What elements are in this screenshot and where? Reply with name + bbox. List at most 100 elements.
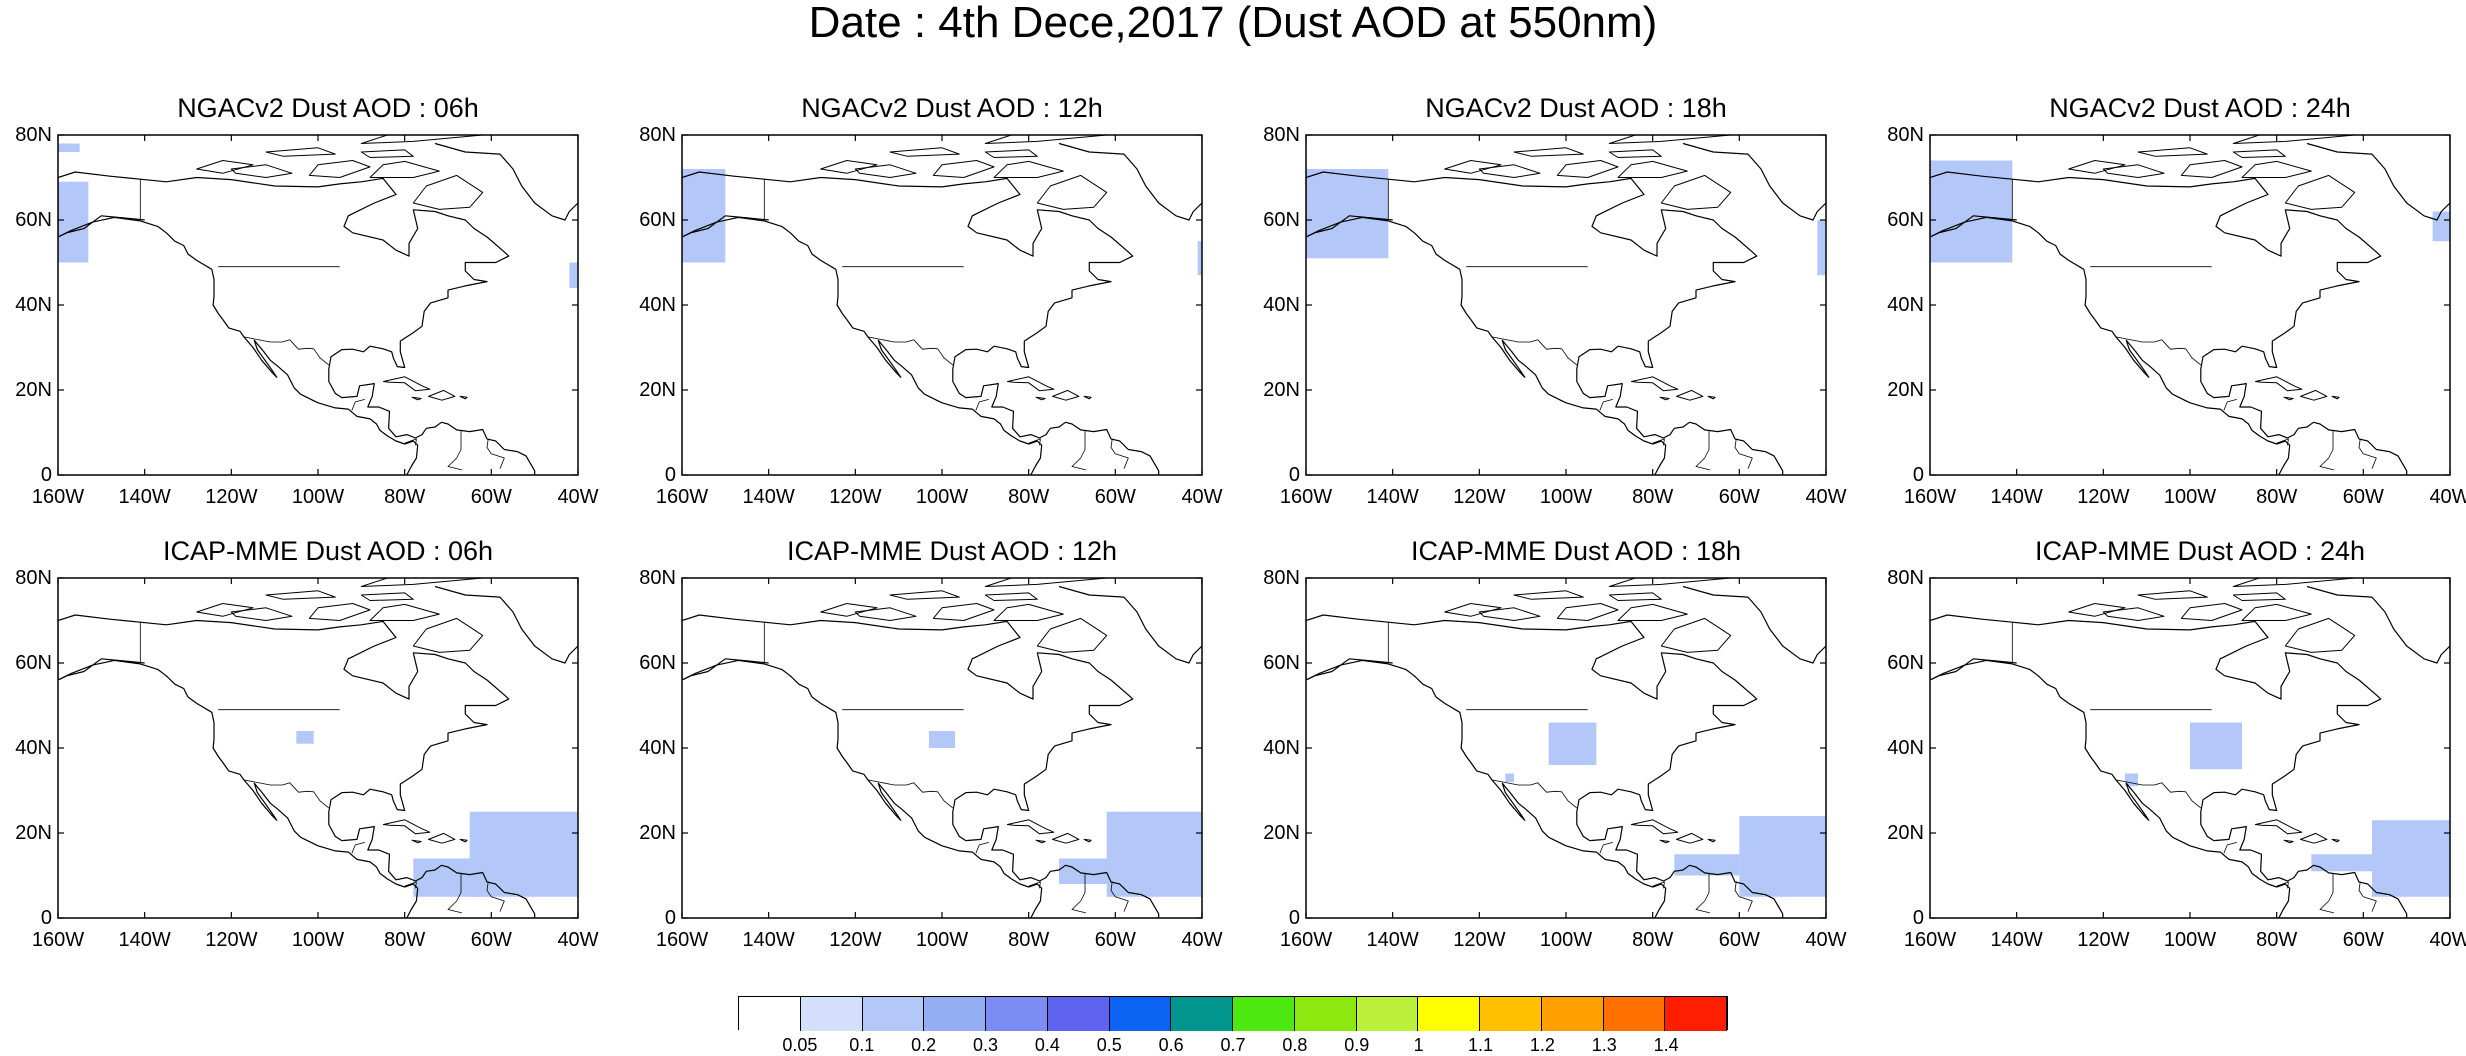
coastline-island: [1083, 838, 1092, 843]
coastline-island: [984, 578, 1108, 587]
country-border: [1028, 881, 1041, 889]
panel-title: NGACv2 Dust AOD : 12h: [801, 93, 1103, 123]
x-tick-label: 40W: [1181, 486, 1223, 508]
coastline: [682, 171, 1160, 475]
colorbar-swatch: [1171, 997, 1233, 1031]
panel-title: NGACv2 Dust AOD : 06h: [177, 93, 479, 123]
dust-aod-patch: [2432, 211, 2450, 242]
coastline-island: [1478, 607, 1541, 621]
panel-title: NGACv2 Dust AOD : 18h: [1425, 93, 1727, 123]
coastline: [1930, 216, 2291, 475]
coastline-island: [196, 160, 254, 174]
y-tick-label: 20N: [1887, 822, 1924, 844]
x-tick-label: 100W: [915, 929, 969, 951]
x-tick-label: 160W: [655, 929, 709, 951]
coastline-island: [2283, 839, 2294, 844]
x-tick-label: 160W: [1279, 929, 1333, 951]
x-tick-label: 60W: [1094, 486, 1136, 508]
x-tick-label: 80W: [2256, 486, 2298, 508]
colorbar-label: 0.4: [1034, 1035, 1060, 1055]
coastline-island: [308, 160, 371, 178]
coastline-island: [360, 135, 484, 144]
y-tick-label: 80N: [1263, 124, 1300, 146]
y-tick-label: 0: [1912, 464, 1924, 486]
coastline: [1306, 659, 1667, 918]
x-tick-label: 140W: [118, 929, 171, 951]
plot-frame: [681, 134, 1203, 476]
y-tick-label: 60N: [1263, 209, 1300, 231]
coastline-island: [984, 149, 1038, 158]
colorbar-swatch: [1109, 997, 1172, 1031]
x-tick-label: 120W: [205, 929, 258, 951]
x-tick-label: 120W: [829, 929, 882, 951]
coastline-island: [1608, 592, 1662, 601]
coastline-island: [459, 838, 468, 843]
coastline-island: [196, 603, 254, 617]
x-tick-label: 160W: [31, 929, 85, 951]
x-tick-label: 80W: [2256, 929, 2298, 951]
colorbar-swatch: [862, 997, 925, 1031]
x-tick-label: 120W: [2077, 929, 2130, 951]
colorbar-label: 0.05: [782, 1035, 818, 1055]
x-tick-label: 140W: [118, 486, 171, 508]
coastline: [1306, 614, 1784, 918]
y-tick-label: 80N: [1263, 567, 1300, 589]
country-border: [1734, 881, 1753, 912]
colorbar-swatch: [1047, 997, 1110, 1031]
coastline-island: [411, 396, 422, 401]
coastline-island: [1707, 838, 1716, 843]
country-border: [351, 842, 365, 854]
colorbar-label: 0.6: [1158, 1035, 1184, 1055]
colorbar-label: 1.1: [1467, 1035, 1494, 1055]
coastline-island: [1630, 819, 1679, 835]
y-tick-label: 20N: [639, 822, 676, 844]
y-tick-label: 40N: [1887, 737, 1924, 759]
coastline-island: [428, 389, 456, 401]
coastline-island: [1036, 174, 1108, 210]
coastline: [1682, 135, 1826, 221]
coastline-island: [412, 617, 484, 653]
coastline-island: [1478, 164, 1541, 178]
map-plot-area: [57, 134, 579, 476]
coastline-island: [412, 174, 484, 210]
y-tick-label: 60N: [15, 209, 52, 231]
y-tick-label: 80N: [15, 124, 52, 146]
coastline-island: [2300, 389, 2328, 401]
coastline-island: [265, 590, 336, 600]
x-tick-label: 60W: [470, 486, 512, 508]
x-tick-label: 40W: [1181, 929, 1223, 951]
map-panel: ICAP-MME Dust AOD : 24h 80N 60N 40N 20N 0 160W…: [1887, 536, 2466, 1028]
coastline-island: [889, 147, 960, 157]
coastline-island: [360, 592, 414, 601]
x-tick-label: 120W: [205, 486, 258, 508]
coastline-island: [360, 149, 414, 158]
y-tick-label: 40N: [15, 294, 52, 316]
x-tick-label: 100W: [1539, 929, 1593, 951]
x-tick-label: 140W: [1366, 929, 1419, 951]
coastline-island: [889, 590, 960, 600]
coastline: [2306, 578, 2450, 664]
coastline: [2306, 135, 2450, 221]
country-border: [2223, 842, 2237, 854]
map-plot-area: [681, 134, 1203, 476]
dust-aod-patch: [58, 143, 80, 152]
country-border: [351, 399, 365, 411]
y-tick-label: 0: [40, 464, 52, 486]
coastline-island: [854, 607, 917, 621]
map-plot-area: [57, 577, 579, 919]
country-border: [1491, 779, 1578, 809]
panel-title: ICAP-MME Dust AOD : 06h: [162, 536, 494, 566]
country-border: [975, 842, 989, 854]
colorbar-label: 0.8: [1282, 1035, 1308, 1055]
colorbar-swatch: [986, 997, 1048, 1031]
y-tick-label: 0: [1912, 907, 1924, 929]
y-tick-label: 60N: [639, 652, 676, 674]
coastline: [1058, 135, 1202, 221]
coastline-island: [2284, 617, 2356, 653]
coastline-island: [2232, 578, 2356, 587]
y-tick-label: 0: [664, 907, 676, 929]
colorbar-label: 1: [1413, 1035, 1424, 1055]
x-tick-label: 100W: [1539, 486, 1593, 508]
colorbar-swatch: [1356, 997, 1419, 1031]
coastline-island: [2068, 160, 2126, 174]
